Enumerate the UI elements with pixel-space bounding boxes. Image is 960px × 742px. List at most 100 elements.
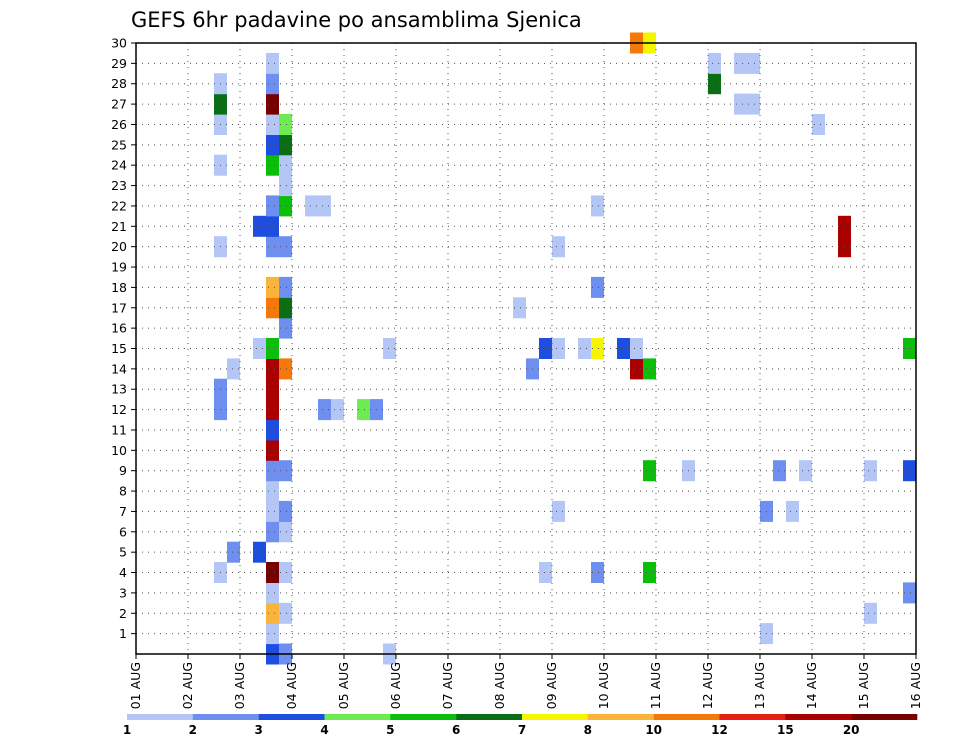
heatmap-cell (266, 236, 279, 258)
heatmap-cell (279, 297, 292, 319)
heatmap-cell (708, 52, 721, 74)
heatmap-cell (279, 154, 292, 176)
heatmap-cell (903, 460, 916, 482)
heatmap-cell (266, 460, 279, 482)
heatmap-cell (266, 399, 279, 421)
heatmap-cell (279, 134, 292, 156)
colorbar-swatch (390, 714, 457, 720)
x-tick-label: 08 AUG (492, 662, 507, 709)
y-tick-label: 23 (111, 178, 127, 193)
y-tick-label: 13 (111, 382, 127, 397)
x-tick-label: 01 AUG (128, 662, 143, 709)
heatmap-cell (266, 378, 279, 400)
colorbar-label: 2 (189, 723, 197, 737)
y-tick-label: 7 (119, 504, 127, 519)
heatmap-cell (253, 541, 266, 563)
heatmap-cell (266, 93, 279, 115)
heatmap-cell (773, 460, 786, 482)
y-tick-label: 5 (119, 545, 127, 560)
heatmap-cell (539, 338, 552, 359)
x-tick-label: 11 AUG (648, 662, 663, 709)
colorbar-label: 4 (320, 723, 328, 737)
colorbar-label: 8 (584, 723, 592, 737)
heatmap-cell (734, 52, 747, 74)
heatmap-cell (266, 582, 279, 604)
heatmap-cell (591, 276, 604, 298)
y-tick-label: 17 (111, 300, 127, 315)
x-tick-label: 15 AUG (856, 662, 871, 709)
colorbar-swatch (192, 714, 259, 720)
x-tick-label: 13 AUG (752, 662, 767, 709)
x-tick-label: 14 AUG (804, 662, 819, 709)
y-tick-label: 10 (111, 443, 127, 458)
heatmap-cell (279, 358, 292, 380)
heatmap-cell (318, 195, 331, 217)
y-tick-label: 24 (111, 158, 127, 173)
heatmap-cell (266, 338, 279, 359)
heatmap-cell (266, 500, 279, 522)
heatmap-cell (266, 276, 279, 298)
heatmap-cell (903, 582, 916, 604)
heatmap-cell (266, 623, 279, 645)
y-axis: 1234567891011121314151617181920212223242… (111, 36, 136, 641)
heatmap-cell (864, 602, 877, 624)
colorbar-swatch (851, 714, 918, 720)
colorbar-swatch (456, 714, 523, 720)
x-tick-label: 10 AUG (596, 662, 611, 709)
colorbar-label: 6 (452, 723, 460, 737)
heatmap-cell (266, 480, 279, 502)
heatmap-cell (279, 175, 292, 197)
heatmap-cells (214, 32, 916, 665)
y-tick-label: 29 (111, 56, 127, 71)
heatmap-cell (253, 215, 266, 237)
y-tick-label: 25 (111, 137, 127, 152)
heatmap-cell (331, 399, 344, 421)
heatmap-cell (552, 500, 565, 522)
heatmap-cell (383, 338, 396, 359)
x-tick-label: 16 AUG (908, 662, 923, 709)
colorbar-label: 12 (711, 723, 728, 737)
heatmap-cell (279, 521, 292, 543)
heatmap-cell (266, 52, 279, 74)
y-tick-label: 30 (111, 36, 127, 51)
y-tick-label: 28 (111, 76, 127, 91)
colorbar-swatch (653, 714, 720, 720)
y-tick-label: 1 (119, 626, 127, 641)
heatmap-cell (318, 399, 331, 421)
heatmap-cell (617, 338, 630, 359)
heatmap-cell (812, 114, 825, 135)
heatmap-cell (279, 276, 292, 298)
heatmap-cell (266, 114, 279, 135)
colorbar-swatch (258, 714, 325, 720)
heatmap-cell (747, 93, 760, 115)
y-tick-label: 19 (111, 260, 127, 275)
y-tick-label: 3 (119, 585, 127, 600)
heatmap-cell (279, 317, 292, 339)
x-tick-label: 02 AUG (180, 662, 195, 709)
heatmap-cell (591, 195, 604, 217)
colorbar-swatch (127, 714, 194, 720)
y-tick-label: 18 (111, 280, 127, 295)
y-tick-label: 14 (111, 361, 127, 376)
y-tick-label: 11 (111, 422, 127, 437)
heatmap-cell (708, 73, 721, 95)
heatmap-cell (578, 338, 591, 359)
heatmap-cell (266, 358, 279, 380)
colorbar-swatch (522, 714, 589, 720)
heatmap-cell (253, 338, 266, 359)
heatmap-cell (747, 52, 760, 74)
heatmap-cell (305, 195, 318, 217)
heatmap-cell (591, 338, 604, 359)
heatmap-cell (266, 419, 279, 441)
heatmap-cell (279, 602, 292, 624)
heatmap-cell (279, 500, 292, 522)
y-tick-label: 20 (111, 239, 127, 254)
heatmap-cell (266, 154, 279, 176)
heatmap-cell (903, 338, 916, 359)
colorbar-label: 7 (518, 723, 526, 737)
heatmap-cell (266, 602, 279, 624)
heatmap-cell (357, 399, 370, 421)
colorbar-label: 1 (123, 723, 131, 737)
y-tick-label: 6 (119, 524, 127, 539)
